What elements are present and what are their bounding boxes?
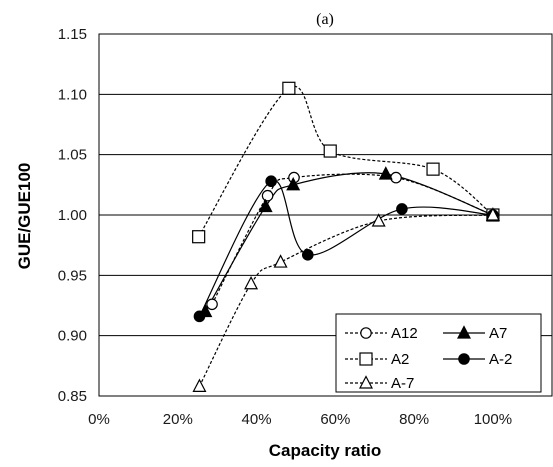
y-tick-labels: 0.85 0.90 0.95 1.00 1.05 1.10 1.15 xyxy=(58,26,87,405)
data-point-a-2 xyxy=(396,203,408,215)
legend-marker-a-7 xyxy=(359,375,373,389)
x-tick-label: 80% xyxy=(399,411,429,428)
chart-title: (a) xyxy=(316,11,334,28)
data-point-a-2 xyxy=(265,175,277,188)
series-line-a2 xyxy=(198,85,494,238)
legend-label-a-2: A-2 xyxy=(489,351,512,368)
y-tick-label: 1.05 xyxy=(58,147,87,164)
legend-marker-a7 xyxy=(457,325,471,339)
data-point-a2 xyxy=(426,162,440,176)
data-point-a12 xyxy=(206,298,218,311)
series-markers xyxy=(192,81,500,392)
x-tick-label: 60% xyxy=(320,411,350,428)
y-tick-label: 0.95 xyxy=(58,267,87,284)
legend: A12 A7 A2 A-2 A-7 xyxy=(335,313,542,393)
data-point-a7 xyxy=(286,177,301,191)
data-point-a-7 xyxy=(371,213,386,227)
legend-marker-a2 xyxy=(359,352,373,366)
legend-marker-a-2 xyxy=(458,353,470,365)
data-point-a-2 xyxy=(193,310,206,323)
data-point-a-7 xyxy=(192,378,207,392)
data-point-a2 xyxy=(323,144,337,158)
legend-label-a12: A12 xyxy=(391,325,418,342)
legend-label-a2: A2 xyxy=(391,351,409,368)
y-tick-label: 1.10 xyxy=(58,86,87,103)
legend-label-a7: A7 xyxy=(489,325,507,342)
y-tick-label: 1.15 xyxy=(58,26,87,43)
x-tick-label: 100% xyxy=(474,411,512,428)
x-tick-label: 40% xyxy=(242,411,272,428)
x-axis-title: Capacity ratio xyxy=(269,441,381,460)
y-tick-label: 0.90 xyxy=(58,328,87,345)
data-point-a12 xyxy=(390,171,402,184)
data-point-a2 xyxy=(192,230,206,244)
data-point-a-2 xyxy=(301,249,314,261)
legend-marker-a12 xyxy=(360,327,372,339)
series-line-a7 xyxy=(204,172,494,312)
data-point-a7 xyxy=(258,198,273,213)
y-tick-label: 0.85 xyxy=(58,388,87,405)
y-tick-label: 1.00 xyxy=(58,207,87,224)
data-point-a7 xyxy=(378,166,393,180)
data-point-a-7 xyxy=(244,275,259,290)
x-tick-labels: 0% 20% 40% 60% 80% 100% xyxy=(88,411,512,428)
data-point-a-7 xyxy=(273,254,288,268)
data-point-a2 xyxy=(282,81,296,95)
plot-area-frame xyxy=(98,33,553,397)
y-axis-title: GUE/GUE100 xyxy=(15,163,34,270)
x-tick-label: 0% xyxy=(88,411,110,428)
x-tick-label: 20% xyxy=(163,411,193,428)
data-point-a-7 xyxy=(485,207,500,221)
data-point-a12 xyxy=(261,189,274,202)
legend-label-a-7: A-7 xyxy=(391,375,414,392)
